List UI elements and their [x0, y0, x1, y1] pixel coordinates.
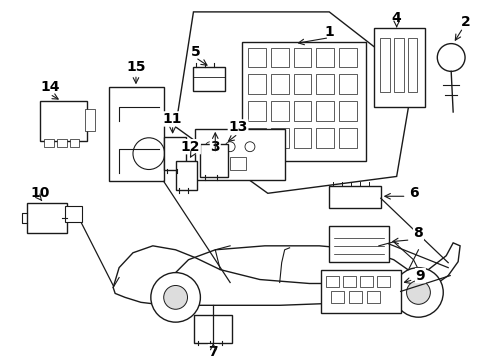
Bar: [27, 203, 67, 233]
Bar: [175, 161, 197, 190]
Bar: [271, 48, 289, 67]
Bar: [65, 206, 82, 222]
Bar: [321, 270, 401, 313]
Bar: [85, 109, 96, 131]
Bar: [326, 275, 339, 288]
Bar: [248, 75, 266, 94]
Bar: [294, 101, 312, 121]
Bar: [331, 292, 344, 303]
Text: 14: 14: [40, 80, 59, 94]
Bar: [339, 101, 357, 121]
Bar: [317, 75, 334, 94]
Bar: [109, 87, 164, 181]
Circle shape: [151, 273, 200, 322]
Bar: [271, 128, 289, 148]
Bar: [339, 48, 357, 67]
Circle shape: [164, 285, 188, 309]
Bar: [70, 139, 79, 147]
Bar: [329, 186, 381, 208]
Text: 11: 11: [163, 112, 182, 126]
Bar: [248, 128, 266, 148]
Bar: [200, 144, 228, 177]
Text: 15: 15: [126, 60, 146, 75]
Bar: [294, 75, 312, 94]
Bar: [40, 101, 87, 141]
Text: 4: 4: [392, 11, 401, 25]
Circle shape: [393, 267, 443, 317]
Bar: [377, 275, 390, 288]
Bar: [408, 38, 417, 92]
Bar: [329, 226, 389, 262]
Text: 5: 5: [191, 45, 200, 59]
Text: 12: 12: [181, 140, 200, 154]
Bar: [294, 48, 312, 67]
Bar: [164, 137, 186, 171]
Bar: [294, 128, 312, 148]
Bar: [317, 48, 334, 67]
Text: 1: 1: [324, 25, 334, 39]
Text: 10: 10: [30, 186, 49, 200]
Bar: [380, 38, 390, 92]
Text: 13: 13: [228, 120, 248, 134]
Circle shape: [407, 280, 430, 304]
Bar: [374, 28, 425, 107]
Polygon shape: [113, 243, 460, 305]
Bar: [343, 275, 356, 288]
Text: 9: 9: [416, 269, 425, 283]
Bar: [339, 75, 357, 94]
Bar: [339, 128, 357, 148]
Bar: [393, 38, 404, 92]
Bar: [248, 48, 266, 67]
Bar: [317, 128, 334, 148]
Bar: [194, 67, 225, 91]
Bar: [196, 129, 285, 180]
Bar: [195, 315, 232, 343]
Bar: [317, 101, 334, 121]
Text: 8: 8: [414, 226, 423, 240]
Bar: [242, 42, 366, 161]
Bar: [349, 292, 362, 303]
Text: 6: 6: [409, 186, 418, 200]
Bar: [230, 157, 246, 170]
Bar: [248, 101, 266, 121]
Bar: [271, 101, 289, 121]
Bar: [271, 75, 289, 94]
Text: 7: 7: [208, 345, 218, 359]
Bar: [367, 292, 380, 303]
Text: 2: 2: [461, 15, 471, 29]
Bar: [57, 139, 67, 147]
Bar: [44, 139, 54, 147]
Bar: [360, 275, 373, 288]
Text: 3: 3: [210, 140, 220, 154]
Polygon shape: [175, 12, 414, 193]
Bar: [208, 157, 224, 170]
